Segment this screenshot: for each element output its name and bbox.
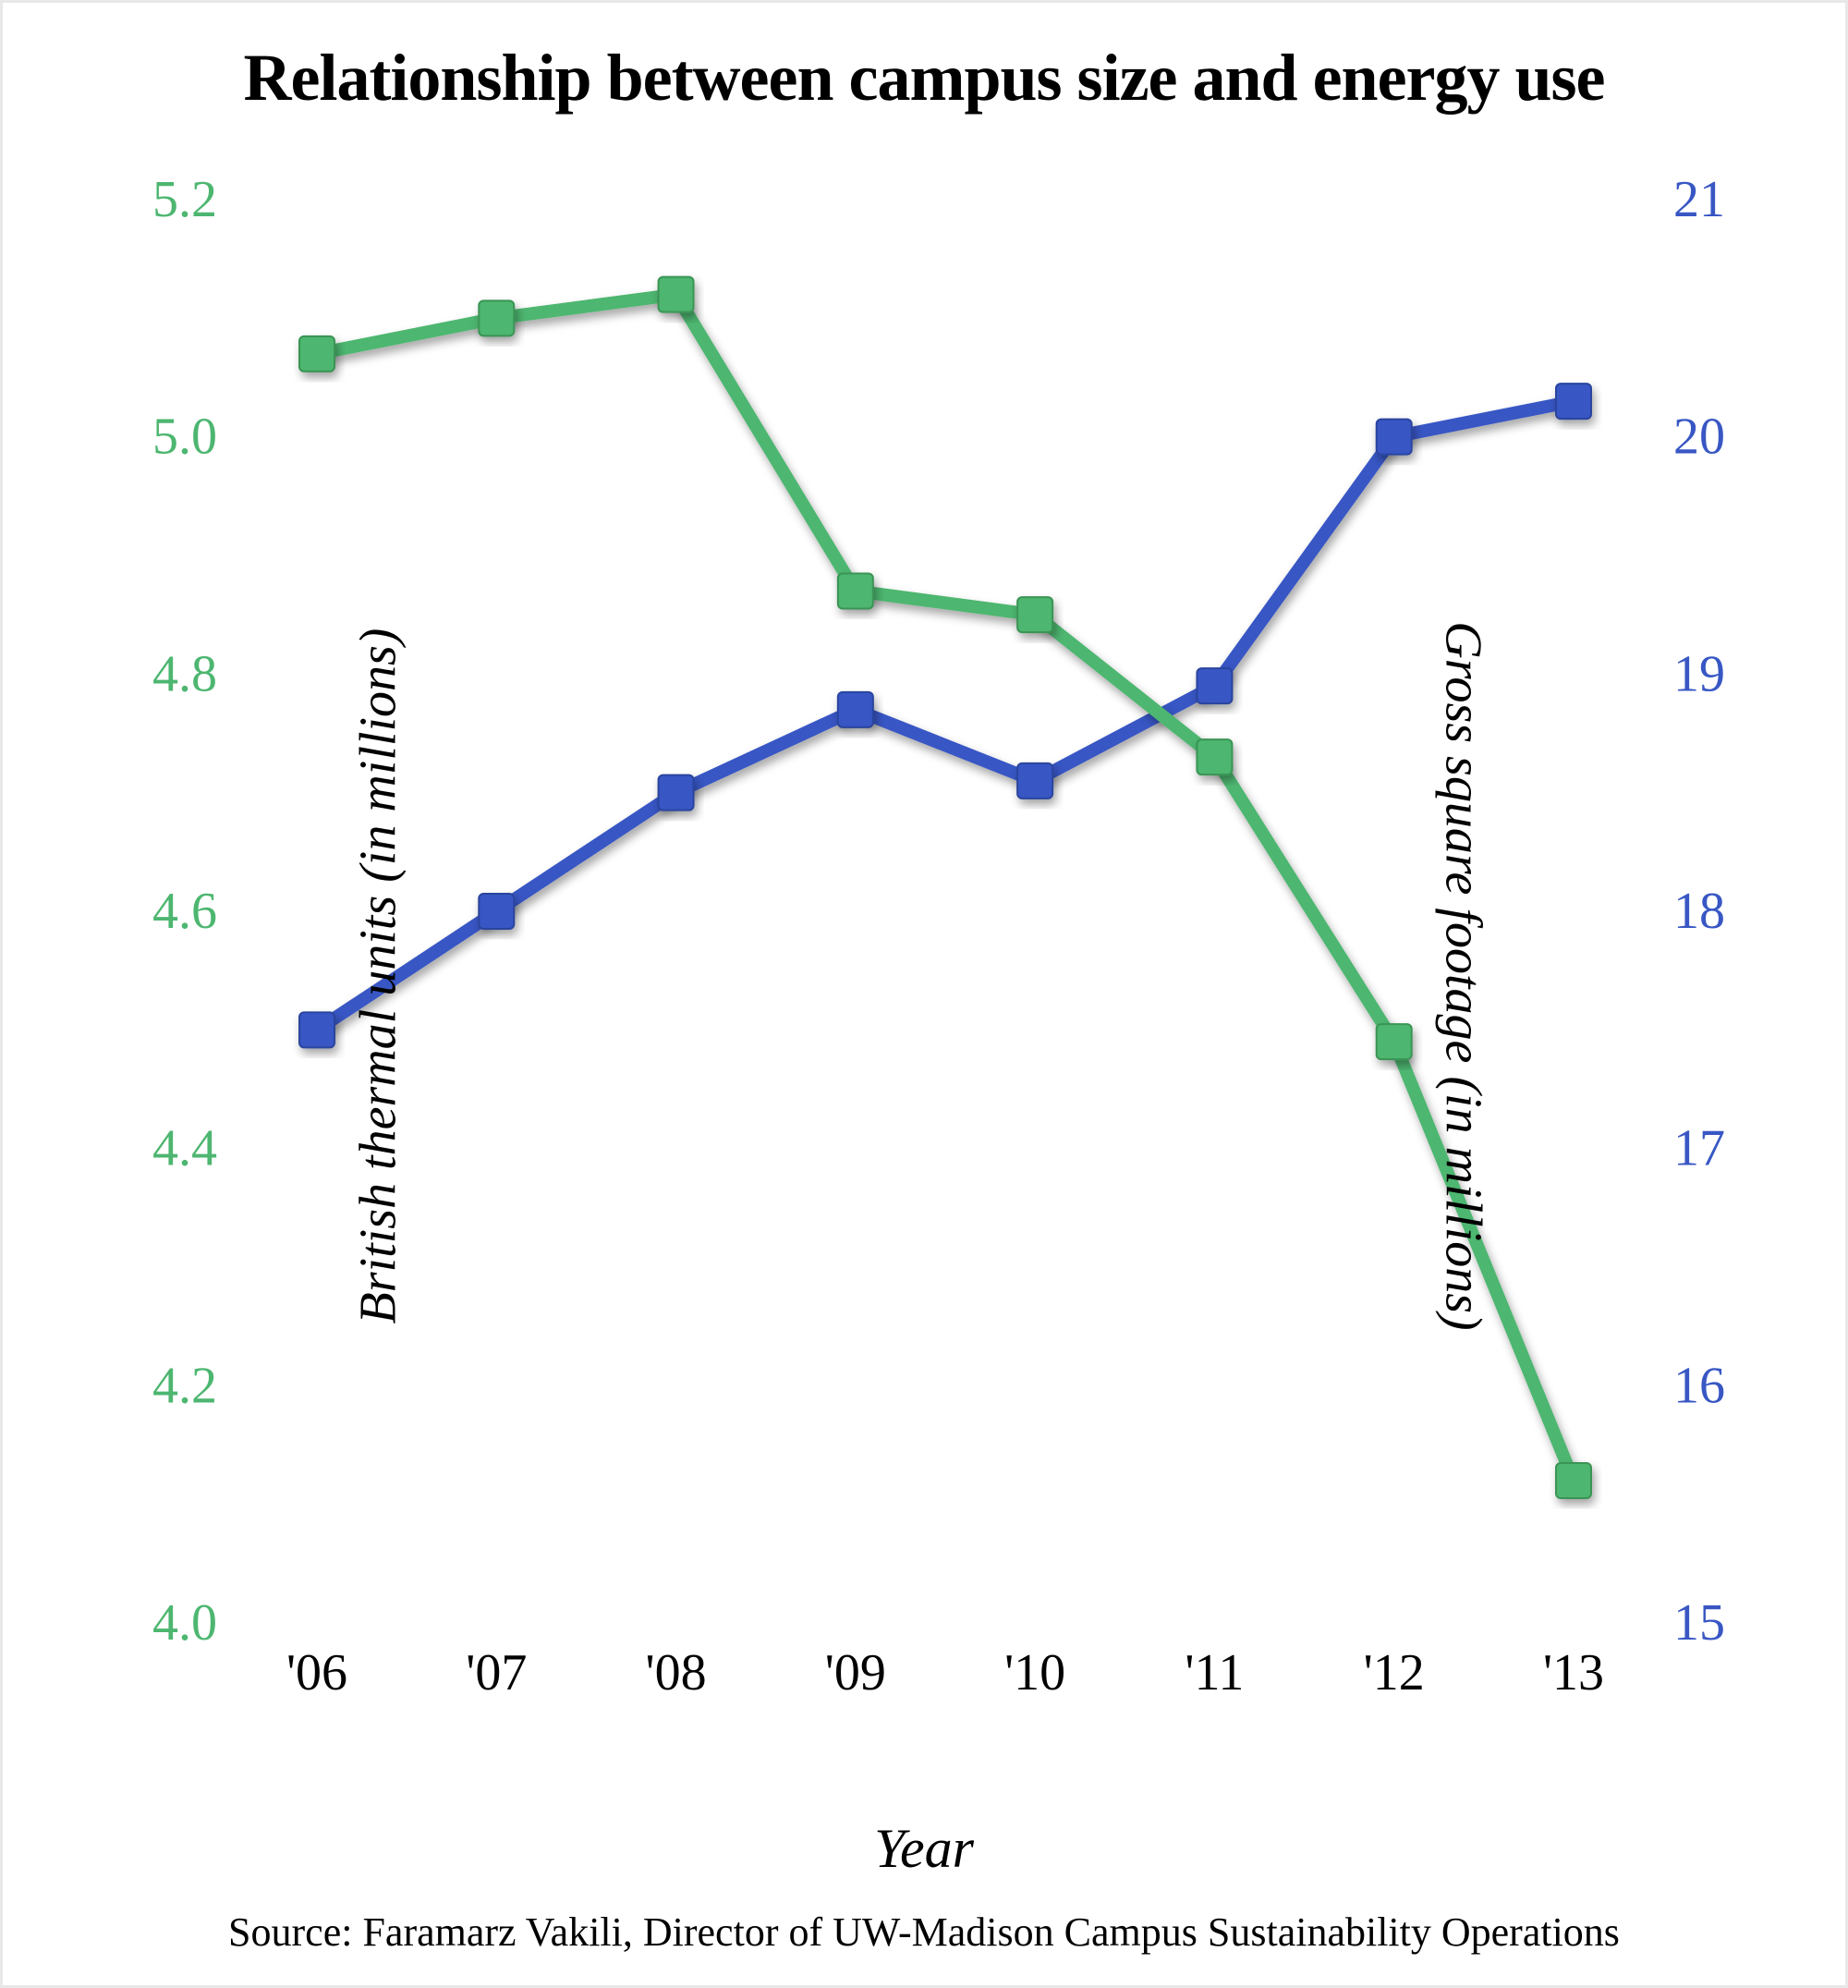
series-btu-marker [1197, 739, 1232, 774]
y-left-tick-label: 4.4 [152, 1120, 217, 1177]
y-left-tick-label: 5.0 [152, 409, 217, 466]
series-sqft-marker [659, 775, 694, 811]
series-sqft-line [317, 401, 1574, 1030]
series-btu-marker [479, 300, 514, 335]
series-sqft-marker [299, 1012, 334, 1047]
series-btu-marker [1017, 597, 1052, 632]
series-sqft-marker [479, 894, 514, 929]
chart-svg: 4.0 4.2 4.4 4.6 4.8 5.0 5.2 15 16 17 18 19 20 21 '06 '0… [49, 144, 1805, 1789]
series-sqft-marker [1197, 668, 1232, 703]
series-btu-marker [299, 336, 334, 372]
series-sqft-marker [1556, 384, 1591, 419]
chart-area: British thermal units (in millions) Gros… [49, 144, 1799, 1808]
y-left-tick-label: 4.8 [152, 645, 217, 702]
series-btu-marker [659, 277, 694, 312]
y-axis-right-label: Gross square footage (in millions) [1433, 621, 1492, 1330]
x-tick-label: '11 [1185, 1644, 1244, 1701]
x-tick-label: '08 [646, 1644, 707, 1701]
y-right-tick-label: 18 [1673, 883, 1725, 940]
y-right-tick-label: 19 [1673, 645, 1725, 702]
y-left-tick-label: 4.6 [152, 883, 217, 940]
x-tick-label: '07 [466, 1644, 527, 1701]
y-left-tick-label: 4.0 [152, 1594, 217, 1652]
series-sqft-marker [838, 692, 873, 727]
x-axis-label: Year [49, 1817, 1799, 1881]
series-btu-line [317, 295, 1574, 1481]
series-btu-marker [838, 574, 873, 609]
y-right-tick-label: 17 [1673, 1120, 1725, 1177]
y-axis-left-label: British thermal units (in millions) [348, 628, 407, 1324]
series-btu-marker [1556, 1463, 1591, 1498]
y-right-tick-label: 15 [1673, 1594, 1725, 1652]
x-tick-label: '12 [1364, 1644, 1425, 1701]
y-left-tick-label: 4.2 [152, 1357, 217, 1414]
x-tick-label: '10 [1004, 1644, 1065, 1701]
series-sqft-marker [1377, 420, 1412, 455]
chart-source: Source: Faramarz Vakili, Director of UW-… [49, 1909, 1799, 1956]
x-tick-label: '13 [1543, 1644, 1604, 1701]
x-tick-label: '09 [825, 1644, 886, 1701]
y-right-tick-label: 16 [1673, 1357, 1725, 1414]
y-right-tick-label: 21 [1673, 171, 1725, 228]
y-left-tick-label: 5.2 [152, 171, 217, 228]
y-right-tick-label: 20 [1673, 409, 1725, 466]
series-sqft-marker [1017, 763, 1052, 799]
x-tick-label: '06 [286, 1644, 347, 1701]
chart-title: Relationship between campus size and ene… [49, 40, 1799, 116]
series-btu-marker [1377, 1024, 1412, 1059]
chart-container: Relationship between campus size and ene… [0, 0, 1848, 1988]
